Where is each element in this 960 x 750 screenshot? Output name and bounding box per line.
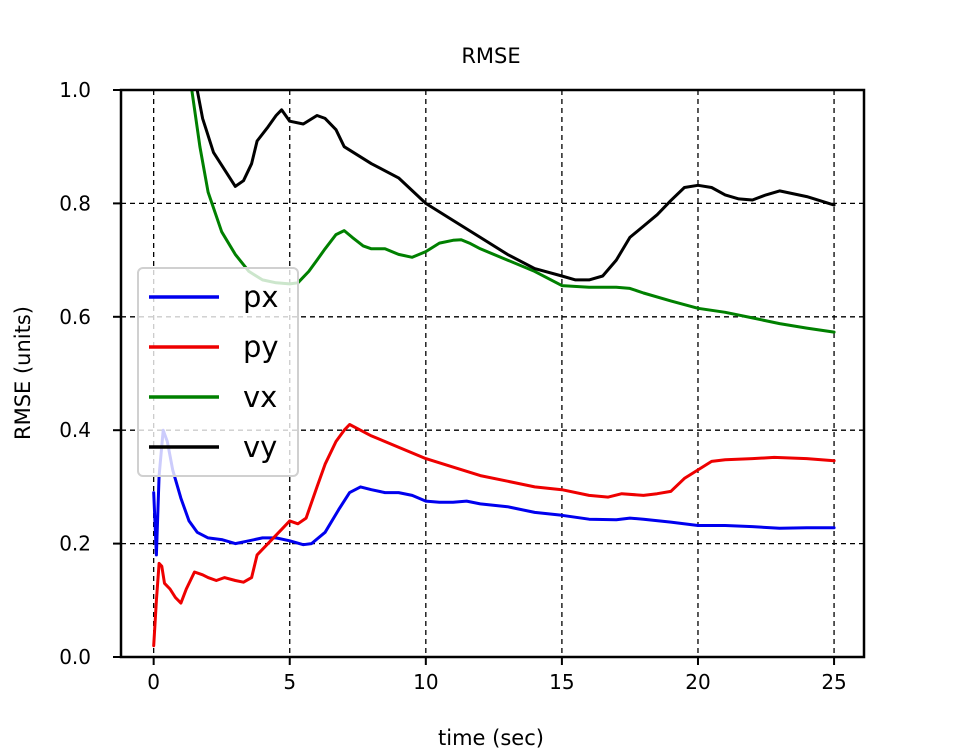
x-tick-label: 20 bbox=[685, 670, 710, 694]
legend-label-py: py bbox=[243, 330, 279, 364]
y-tick-label: 0.8 bbox=[59, 191, 91, 215]
plot-frame bbox=[119, 88, 866, 659]
x-axis-ticks: 0 5 10 15 20 25 bbox=[147, 657, 847, 694]
series-line-px bbox=[152, 428, 836, 557]
x-tick-label: 5 bbox=[283, 670, 296, 694]
legend: px py vx vy bbox=[137, 267, 299, 477]
y-axis-ticks: 0.0 0.2 0.4 0.6 0.8 1.0 bbox=[59, 78, 121, 669]
legend-label-vx: vx bbox=[243, 380, 277, 414]
y-tick-label: 1.0 bbox=[59, 78, 91, 102]
series-line-py bbox=[152, 423, 836, 648]
x-axis-label: time (sec) bbox=[438, 726, 544, 750]
y-tick-label: 0.2 bbox=[59, 532, 91, 556]
legend-label-px: px bbox=[243, 280, 279, 314]
y-tick-label: 0.4 bbox=[59, 418, 91, 442]
x-tick-label: 10 bbox=[413, 670, 438, 694]
x-tick-label: 25 bbox=[821, 670, 846, 694]
series-line-vy bbox=[195, 90, 836, 282]
chart-title: RMSE bbox=[461, 44, 520, 68]
y-tick-label: 0.6 bbox=[59, 305, 91, 329]
legend-label-vy: vy bbox=[243, 430, 277, 464]
x-tick-label: 15 bbox=[549, 670, 574, 694]
y-tick-label: 0.0 bbox=[59, 645, 91, 669]
legend-entries: px py vx vy bbox=[149, 280, 279, 464]
legend-box bbox=[137, 267, 299, 477]
x-tick-label: 0 bbox=[147, 670, 160, 694]
y-axis-label: RMSE (units) bbox=[11, 306, 35, 440]
